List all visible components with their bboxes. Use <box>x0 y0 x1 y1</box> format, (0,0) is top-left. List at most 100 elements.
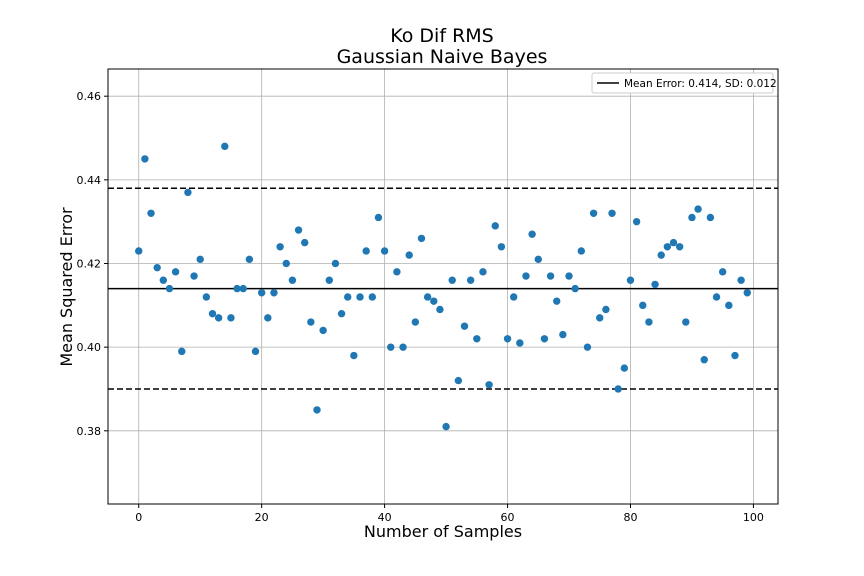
data-point <box>565 272 573 280</box>
data-point <box>214 314 223 322</box>
data-point <box>583 343 592 351</box>
data-point <box>233 284 241 293</box>
data-point <box>559 330 567 339</box>
data-point <box>725 301 733 310</box>
data-point <box>491 222 499 230</box>
data-point <box>423 293 432 301</box>
data-point <box>626 276 635 284</box>
data-point <box>682 318 690 326</box>
y-tick-label: 0.40 <box>77 341 102 354</box>
data-point <box>153 263 161 272</box>
data-point <box>657 251 665 259</box>
grid <box>108 69 778 504</box>
data-point <box>239 284 247 293</box>
data-point <box>196 255 204 264</box>
data-point <box>165 284 174 293</box>
legend-box <box>591 72 774 94</box>
y-tick-label: 0.42 <box>77 257 102 270</box>
data-point <box>436 305 444 314</box>
y-tick-label: 0.44 <box>77 174 102 187</box>
data-point <box>159 276 168 284</box>
data-point <box>473 335 481 343</box>
data-point <box>325 276 333 284</box>
x-tick-label: 100 <box>743 511 764 524</box>
data-point <box>614 385 622 393</box>
data-point <box>620 364 629 372</box>
data-point <box>632 217 641 226</box>
data-point <box>694 205 702 213</box>
data-point <box>700 355 708 364</box>
data-point <box>497 243 506 251</box>
data-point <box>645 318 653 326</box>
x-tick-label: 60 <box>501 511 515 524</box>
data-point <box>344 293 352 301</box>
chart-title-line-1: Ko Dif RMS <box>390 25 493 47</box>
y-tick-label: 0.46 <box>77 90 102 103</box>
data-point <box>546 272 555 280</box>
data-point <box>528 230 536 238</box>
data-point <box>227 314 235 322</box>
data-point <box>294 226 303 234</box>
data-point <box>368 293 377 301</box>
data-point <box>718 268 727 276</box>
data-point <box>221 142 229 151</box>
data-point <box>712 293 721 301</box>
data-point <box>743 289 751 297</box>
y-tick-label: 0.38 <box>77 425 102 438</box>
data-point <box>577 247 586 255</box>
legend-entry: Mean Error: 0.414, SD: 0.012 <box>624 78 777 90</box>
data-point <box>147 209 155 218</box>
data-point <box>731 351 739 360</box>
data-point <box>276 243 284 251</box>
data-point <box>362 247 370 255</box>
data-point <box>454 376 463 385</box>
data-point <box>516 339 524 347</box>
data-point <box>208 309 217 318</box>
data-point <box>608 209 616 218</box>
data-point <box>257 289 266 297</box>
data-point <box>737 276 745 284</box>
y-axis-label: Mean Squared Error <box>57 207 76 367</box>
data-point <box>405 251 413 259</box>
reference-lines <box>108 187 778 390</box>
data-point <box>171 268 180 276</box>
plot-frame <box>107 68 779 505</box>
data-point <box>534 255 542 264</box>
data-point <box>466 276 475 284</box>
x-tick-label: 80 <box>623 511 637 524</box>
x-tick-label: 0 <box>135 511 142 524</box>
chart-title-line-2: Gaussian Naive Bayes <box>337 46 548 68</box>
data-point <box>663 243 672 251</box>
data-point <box>307 318 315 326</box>
data-point <box>430 297 438 305</box>
data-point <box>399 343 407 351</box>
data-point <box>374 213 383 222</box>
data-point <box>380 247 389 255</box>
data-point <box>178 347 186 356</box>
data-point <box>485 381 493 389</box>
data-points <box>135 142 751 431</box>
data-point <box>503 335 512 343</box>
data-point <box>356 293 364 301</box>
data-point <box>589 209 598 218</box>
data-point <box>706 213 715 222</box>
data-point <box>460 322 469 330</box>
data-point <box>251 347 260 356</box>
data-point <box>522 272 530 280</box>
data-point <box>479 268 487 276</box>
data-point <box>669 238 678 247</box>
data-point <box>688 213 696 222</box>
data-point <box>331 259 340 268</box>
data-point <box>509 293 518 301</box>
data-point <box>442 422 450 431</box>
x-axis-label: Number of Samples <box>364 522 522 541</box>
data-point <box>417 234 426 243</box>
data-point <box>141 155 149 163</box>
ticks: 0 20 40 60 80 100 0.38 0.40 0.42 0.44 0.46 <box>77 90 764 524</box>
data-point <box>270 289 278 297</box>
data-point <box>313 406 321 414</box>
data-point <box>411 318 420 326</box>
data-point <box>393 268 401 276</box>
data-point <box>245 255 254 264</box>
